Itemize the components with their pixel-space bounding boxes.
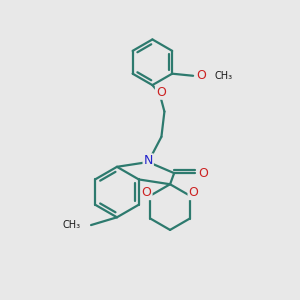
Text: O: O — [142, 186, 152, 199]
Text: N: N — [143, 154, 153, 167]
Text: CH₃: CH₃ — [62, 220, 80, 230]
Text: O: O — [156, 86, 166, 99]
Text: O: O — [188, 186, 198, 199]
Text: CH₃: CH₃ — [214, 71, 232, 81]
Text: O: O — [198, 167, 208, 180]
Text: O: O — [196, 69, 206, 82]
